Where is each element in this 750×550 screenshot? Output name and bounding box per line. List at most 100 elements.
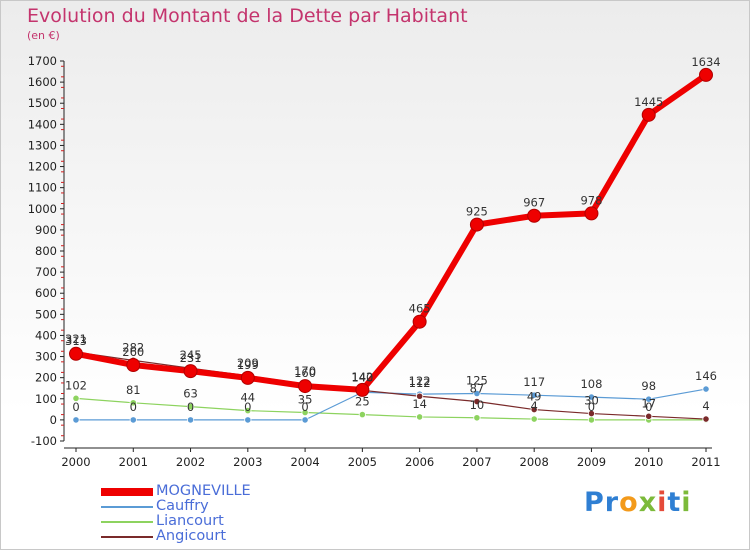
- data-label: 245: [180, 348, 202, 362]
- data-label: 231: [180, 351, 202, 365]
- x-tick-label: 2004: [290, 455, 319, 469]
- x-tick-label: 2003: [233, 455, 262, 469]
- data-point: [72, 416, 80, 424]
- data-point: [702, 385, 710, 393]
- data-label: 0: [130, 400, 137, 414]
- data-label: 465: [409, 302, 431, 316]
- data-point: [412, 314, 427, 329]
- data-label: 0: [244, 400, 251, 414]
- y-tick-label: 200: [35, 371, 57, 385]
- data-label: 0: [588, 400, 595, 414]
- data-point: [186, 402, 195, 411]
- data-point: [530, 405, 538, 414]
- data-label: 1445: [634, 95, 663, 109]
- data-point: [129, 399, 137, 407]
- x-tick-label: 2001: [119, 455, 148, 469]
- data-label: 282: [122, 340, 144, 354]
- data-label: 102: [65, 378, 87, 392]
- data-point: [301, 408, 309, 417]
- y-tick-label: 1600: [28, 75, 57, 89]
- y-tick-label: -100: [31, 434, 57, 448]
- data-point: [473, 397, 481, 406]
- data-point: [126, 358, 141, 372]
- y-tick-label: 1100: [28, 181, 57, 195]
- data-label: 4: [702, 399, 709, 413]
- data-label: 0: [187, 400, 194, 414]
- data-point: [469, 217, 484, 232]
- data-point: [584, 206, 599, 221]
- data-label: 199: [237, 358, 259, 372]
- x-tick-label: 2000: [61, 455, 90, 469]
- data-label: 14: [412, 397, 427, 411]
- data-point: [244, 416, 252, 424]
- data-label: 117: [523, 375, 545, 389]
- brand-letter: i: [681, 487, 692, 518]
- data-point: [527, 208, 542, 223]
- data-point: [358, 411, 366, 419]
- data-point: [702, 415, 710, 423]
- data-label: 81: [126, 383, 141, 397]
- data-point: [355, 382, 370, 397]
- data-label: 112: [409, 376, 431, 390]
- y-tick-label: 300: [35, 350, 57, 364]
- legend-label: Cauffry: [156, 498, 209, 514]
- y-tick-label: 0: [50, 413, 57, 427]
- brand-letter: P: [584, 487, 605, 518]
- chart-subtitle: (en €): [27, 29, 60, 42]
- data-label: 125: [466, 374, 488, 388]
- data-point: [301, 416, 309, 424]
- data-label: 122: [409, 374, 431, 388]
- brand-letter: r: [604, 487, 620, 518]
- legend-swatch: [101, 506, 153, 508]
- y-tick-label: 900: [35, 223, 57, 237]
- y-tick-label: 400: [35, 328, 57, 342]
- data-label: 313: [65, 334, 87, 348]
- y-tick-label: 100: [35, 392, 57, 406]
- data-label: 260: [122, 345, 144, 359]
- legend-label: Angicourt: [156, 528, 227, 544]
- data-label: 0: [301, 400, 308, 414]
- chart-series: [69, 67, 713, 424]
- data-point: [240, 370, 255, 385]
- y-tick-label: 500: [35, 307, 57, 321]
- data-label: 17: [641, 396, 656, 410]
- data-point: [530, 391, 538, 399]
- y-tick-label: 600: [35, 286, 57, 300]
- brand-logo: Proxiti: [584, 487, 692, 518]
- x-tick-label: 2008: [520, 455, 549, 469]
- data-point: [298, 379, 313, 394]
- data-label: 0: [645, 400, 652, 414]
- data-label: 63: [183, 387, 198, 401]
- data-point: [587, 409, 596, 418]
- legend-swatch: [101, 536, 153, 538]
- data-point: [645, 395, 653, 403]
- brand-letter: t: [667, 487, 682, 518]
- brand-letter: x: [638, 487, 658, 518]
- data-point: [587, 393, 596, 401]
- y-tick-label: 1200: [28, 160, 57, 174]
- data-label: 978: [580, 193, 602, 207]
- data-label: 49: [527, 390, 542, 404]
- x-tick-label: 2007: [462, 455, 491, 469]
- data-label: 25: [355, 395, 370, 409]
- legend-label: Liancourt: [156, 513, 224, 529]
- data-label: 87: [470, 382, 485, 396]
- data-label: 925: [466, 205, 488, 219]
- data-label: 10: [470, 398, 485, 412]
- y-tick-label: 1700: [28, 54, 57, 68]
- chart-axes: -100010020030040050060070080090010001100…: [28, 54, 721, 469]
- data-point: [587, 416, 596, 424]
- x-tick-label: 2011: [691, 455, 720, 469]
- data-label: 30: [584, 394, 599, 408]
- data-label: 4: [531, 399, 538, 413]
- data-label: 321: [65, 332, 87, 346]
- data-point: [473, 389, 481, 398]
- data-point: [530, 415, 538, 423]
- data-label: 160: [294, 366, 316, 380]
- data-label: 209: [237, 356, 259, 370]
- x-tick-label: 2009: [577, 455, 606, 469]
- data-point: [186, 416, 195, 424]
- y-tick-label: 800: [35, 244, 57, 258]
- data-label: 0: [72, 400, 79, 414]
- data-point: [699, 67, 713, 82]
